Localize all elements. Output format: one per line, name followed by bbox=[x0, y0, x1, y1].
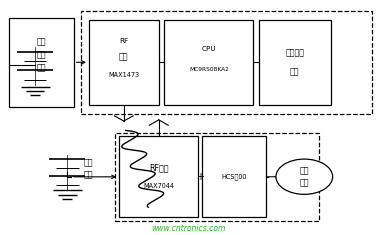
Bar bbox=[202, 136, 266, 217]
Text: 模块: 模块 bbox=[290, 67, 300, 76]
Text: 按键: 按键 bbox=[299, 166, 309, 175]
Text: CPU: CPU bbox=[201, 46, 216, 52]
Text: RF发送: RF发送 bbox=[149, 163, 169, 172]
Text: 钮扣: 钮扣 bbox=[83, 159, 93, 168]
Text: HCS瀂00: HCS瀂00 bbox=[222, 173, 247, 180]
Text: RF: RF bbox=[119, 38, 129, 44]
Text: 部分: 部分 bbox=[37, 64, 46, 73]
Text: 开关: 开关 bbox=[299, 178, 309, 187]
Text: 供电: 供电 bbox=[37, 51, 46, 60]
Bar bbox=[81, 11, 372, 114]
Text: 接收: 接收 bbox=[119, 52, 129, 61]
Text: 命令控制: 命令控制 bbox=[285, 48, 304, 57]
Text: 电池: 电池 bbox=[83, 171, 93, 180]
Bar bbox=[115, 133, 319, 221]
Bar bbox=[164, 20, 253, 105]
Text: MAX1473: MAX1473 bbox=[108, 72, 139, 78]
Text: MAX7044: MAX7044 bbox=[143, 183, 174, 189]
Bar bbox=[119, 136, 198, 217]
Text: www.cntronics.com: www.cntronics.com bbox=[152, 224, 226, 233]
Bar bbox=[89, 20, 159, 105]
Text: +: + bbox=[195, 172, 204, 182]
Bar bbox=[9, 18, 74, 107]
Text: MC9RS08KA2: MC9RS08KA2 bbox=[189, 67, 229, 72]
Circle shape bbox=[276, 159, 333, 194]
Text: 电池: 电池 bbox=[37, 38, 46, 47]
Bar bbox=[259, 20, 331, 105]
